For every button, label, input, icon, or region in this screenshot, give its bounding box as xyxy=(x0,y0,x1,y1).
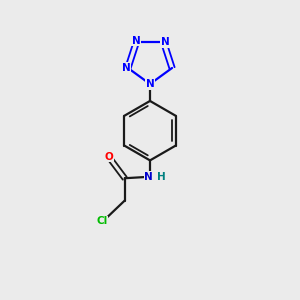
Text: H: H xyxy=(157,172,166,182)
Text: N: N xyxy=(132,36,141,46)
Text: N: N xyxy=(161,37,170,47)
Text: N: N xyxy=(122,63,131,73)
Text: O: O xyxy=(105,152,113,162)
Text: N: N xyxy=(144,172,153,182)
Text: N: N xyxy=(146,79,154,89)
Text: Cl: Cl xyxy=(96,216,107,226)
